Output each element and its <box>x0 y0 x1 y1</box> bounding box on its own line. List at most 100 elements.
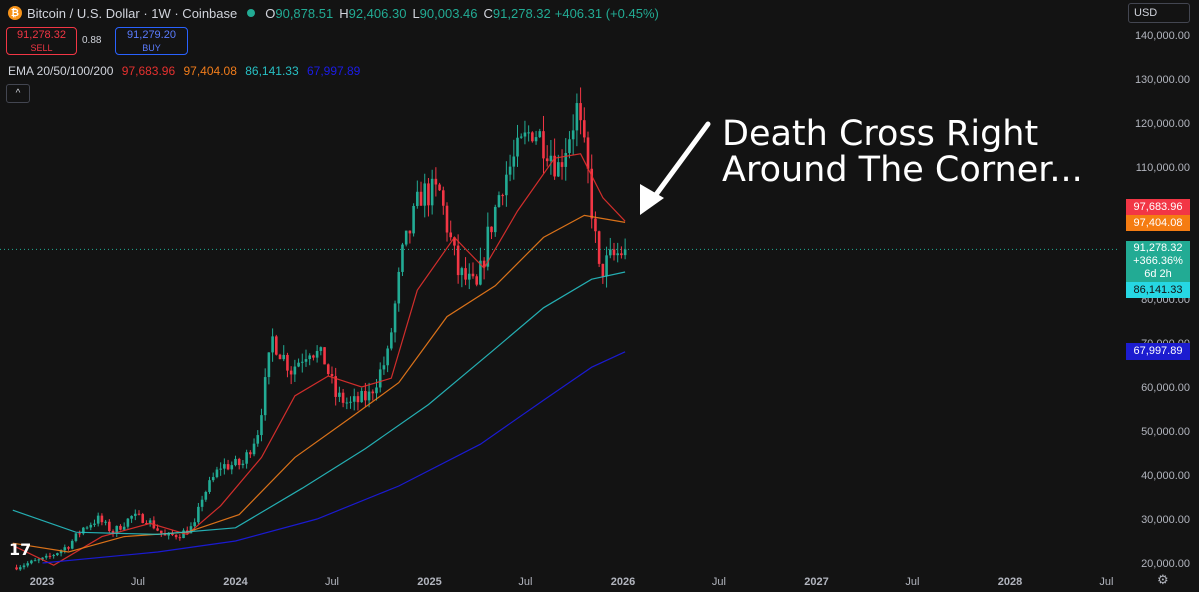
candle-body <box>423 183 427 206</box>
candle-body <box>612 249 616 256</box>
candle <box>300 353 304 373</box>
ema-line-200 <box>42 351 626 564</box>
candle-body <box>297 362 300 367</box>
x-tick-label: Jul <box>905 576 919 588</box>
y-tick-label: 60,000.00 <box>1141 382 1190 394</box>
candle-body <box>78 533 81 535</box>
candle-body <box>471 273 475 277</box>
candle-body <box>401 244 404 272</box>
candle <box>96 512 100 527</box>
candle <box>289 366 293 385</box>
candle-body <box>241 463 245 466</box>
candlestick-series <box>15 87 627 571</box>
gear-icon[interactable]: ⚙ <box>1157 573 1169 588</box>
candle <box>208 476 211 494</box>
open-value: 90,878.51 <box>275 5 334 21</box>
candle-body <box>608 249 612 256</box>
candle-body <box>408 230 412 234</box>
candle <box>241 460 245 469</box>
candle-body <box>538 131 542 138</box>
candle-body <box>286 354 289 371</box>
candle-body <box>126 518 130 527</box>
candle <box>438 182 441 192</box>
candle-body <box>579 103 582 121</box>
candle-body <box>594 218 597 232</box>
candle-body <box>397 271 401 304</box>
annotation-line-1: Death Cross Right <box>722 114 1039 154</box>
candle <box>215 466 219 479</box>
candle <box>338 386 341 403</box>
candle <box>26 561 29 568</box>
candle-body <box>456 245 460 276</box>
candle-body <box>156 528 159 531</box>
candle-body <box>100 515 104 523</box>
candle <box>564 138 568 181</box>
buy-price: 91,279.20 <box>127 29 176 41</box>
buy-button[interactable]: 91,279.20 BUY <box>115 27 188 55</box>
x-tick-label: Jul <box>1099 576 1113 588</box>
candle <box>67 546 70 551</box>
x-tick-label: Jul <box>712 576 726 588</box>
candle-body <box>263 377 267 416</box>
annotation-text: Death Cross Right Around The Corner... <box>722 116 1083 188</box>
candle-body <box>312 355 315 358</box>
candle-body <box>441 190 445 206</box>
candle <box>104 519 107 526</box>
candle <box>115 525 119 537</box>
candle-body <box>501 195 504 197</box>
y-tick-label: 120,000.00 <box>1135 118 1190 130</box>
currency-selector[interactable]: USD <box>1128 3 1190 23</box>
candle-body <box>56 553 59 556</box>
candle-body <box>293 366 297 375</box>
candle-body <box>67 547 70 549</box>
candle-body <box>560 162 564 167</box>
collapse-legend-button[interactable]: ^ <box>6 84 30 103</box>
candle <box>505 161 508 207</box>
candle-body <box>289 370 293 375</box>
candle-body <box>48 555 52 557</box>
candle <box>286 352 289 378</box>
candle-body <box>204 491 208 500</box>
candle-body <box>278 354 282 360</box>
candle <box>226 459 230 471</box>
candle-body <box>545 158 549 162</box>
candle-body <box>30 560 33 564</box>
bitcoin-logo-icon: ₿ <box>8 6 22 20</box>
candle <box>126 517 130 529</box>
candle <box>445 202 449 242</box>
candle <box>78 530 81 538</box>
candle <box>130 515 133 523</box>
candle <box>152 516 156 530</box>
candle <box>37 557 41 564</box>
candle-body <box>145 522 148 524</box>
candle <box>479 247 482 286</box>
currency-label: USD <box>1134 7 1158 19</box>
market-open-icon <box>247 9 256 17</box>
candle <box>560 149 564 180</box>
candle <box>386 345 389 373</box>
candle-body <box>22 565 26 568</box>
sell-button[interactable]: 91,278.32 SELL <box>6 27 77 55</box>
candle-body <box>430 178 434 206</box>
candle-body <box>230 465 234 470</box>
candle <box>260 408 263 442</box>
candle-body <box>549 155 553 162</box>
candle-body <box>282 354 286 360</box>
time-axis[interactable]: 2023 Jul 2024 Jul 2025 Jul 2026 Jul 2027 Jul 2028 J… <box>30 576 1114 588</box>
candle <box>364 382 367 407</box>
open-label: O <box>265 5 276 21</box>
candle-body <box>148 520 152 524</box>
ema-legend[interactable]: EMA 20/50/100/200 97,683.96 97,404.08 86… <box>8 64 365 78</box>
candle-body <box>583 120 586 138</box>
candle-body <box>586 137 590 169</box>
candle-body <box>193 522 196 527</box>
candle-body <box>360 390 363 403</box>
candle <box>345 397 349 410</box>
candle-body <box>141 514 145 523</box>
candle-body <box>189 526 193 534</box>
symbol-title[interactable]: Bitcoin / U.S. Dollar · 1W · Coinbase <box>27 5 238 21</box>
price-axis[interactable]: 20,000.00 30,000.00 40,000.00 50,000.00 60,0… <box>1135 30 1190 570</box>
tradingview-logo-icon[interactable]: 17 <box>9 540 32 559</box>
candle <box>74 533 78 543</box>
